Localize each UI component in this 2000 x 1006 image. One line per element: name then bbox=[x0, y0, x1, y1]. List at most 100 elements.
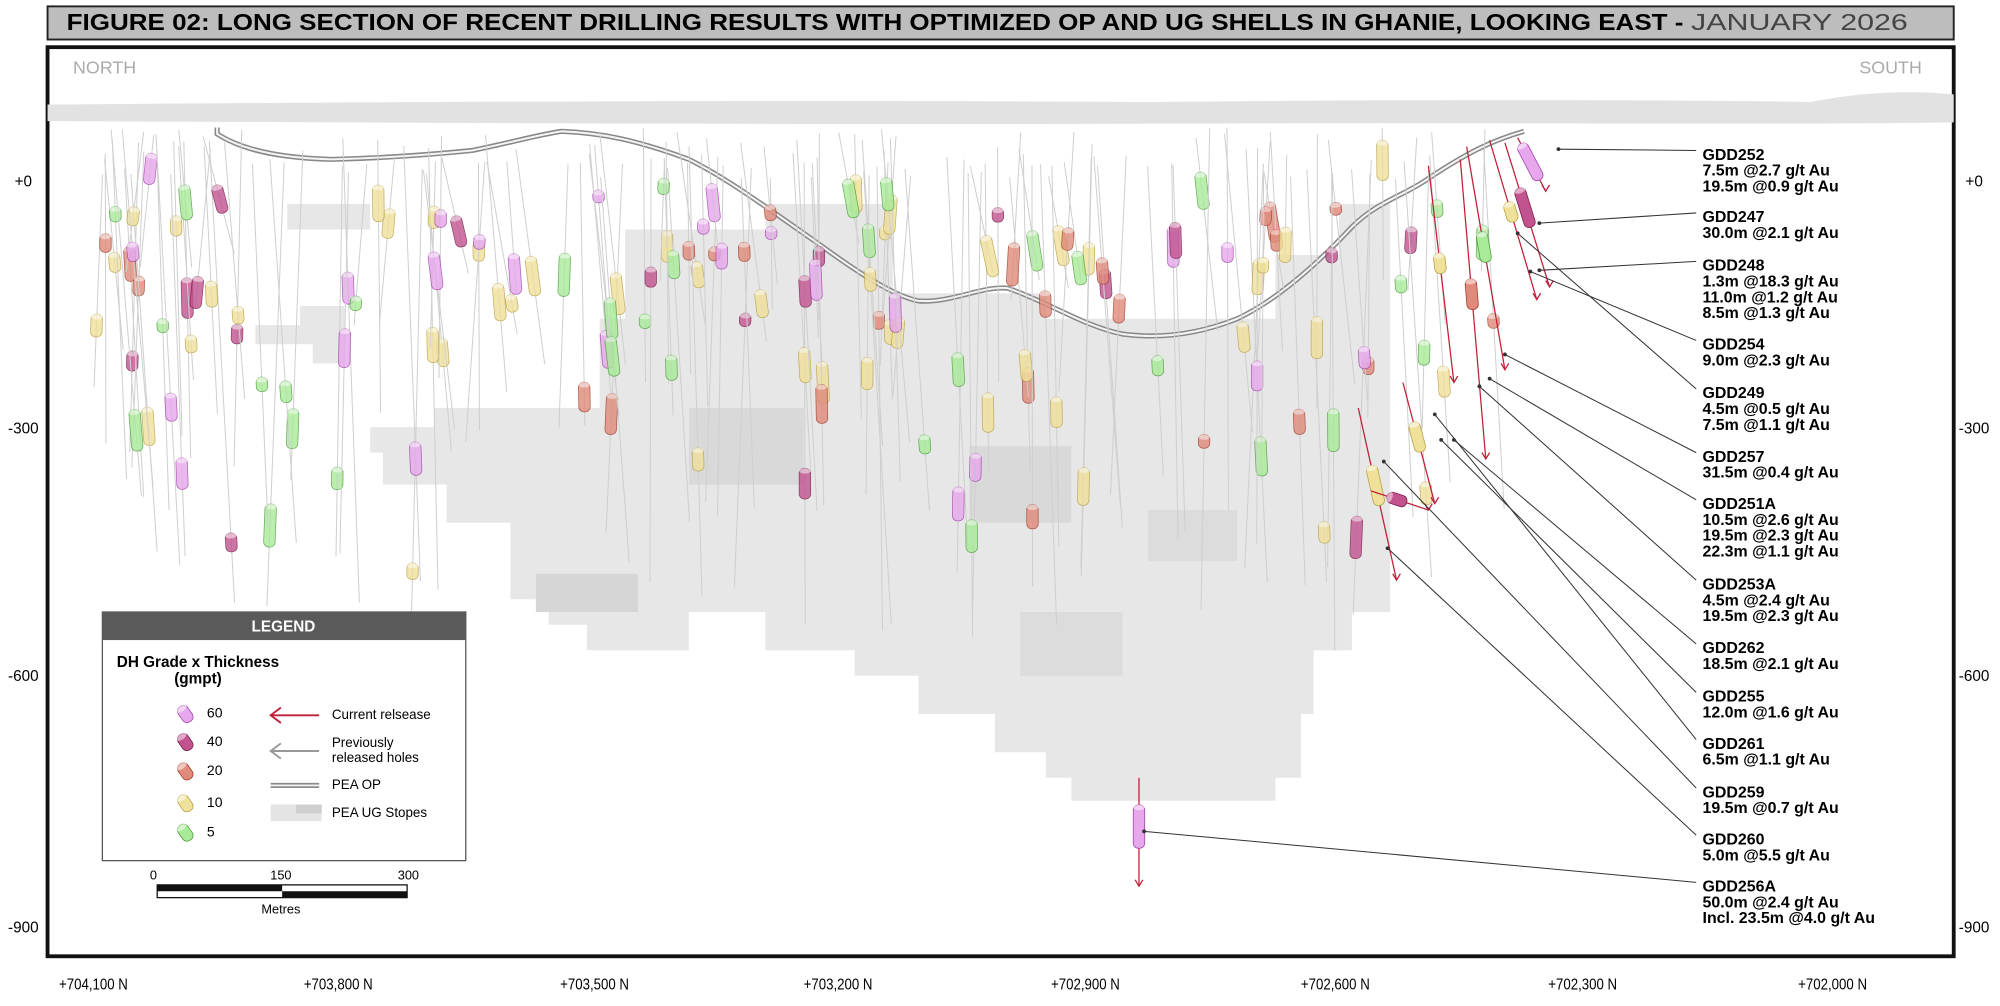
callout-leader bbox=[1539, 212, 1697, 224]
intercept-body bbox=[1250, 360, 1264, 392]
drill-intercept bbox=[279, 380, 293, 404]
callout-leader bbox=[1489, 378, 1697, 501]
intercept-body bbox=[578, 381, 591, 413]
previous-drill-hole bbox=[733, 168, 752, 588]
intercept-body bbox=[1259, 206, 1273, 226]
callout-intercept: 50.0m @2.4 g/t Au bbox=[1703, 894, 1839, 911]
previous-drill-hole bbox=[686, 163, 692, 374]
previous-drill-hole bbox=[121, 129, 154, 488]
drill-intercept bbox=[1386, 491, 1408, 508]
callout-hole: GDD262 bbox=[1703, 640, 1765, 657]
previous-drill-hole bbox=[892, 175, 912, 396]
drill-intercept bbox=[1052, 225, 1070, 267]
callout-intercept: 31.5m @0.4 g/t Au bbox=[1703, 465, 1839, 482]
intercept-cap bbox=[1430, 199, 1443, 206]
intercept-cap bbox=[1503, 201, 1515, 208]
intercept-body bbox=[644, 266, 657, 288]
drill-intercept bbox=[863, 267, 877, 292]
intercept-cap bbox=[164, 392, 177, 399]
previous-drill-hole bbox=[422, 170, 456, 430]
intercept-body bbox=[657, 177, 670, 195]
previous-drill-hole bbox=[997, 147, 1000, 383]
previous-drill-hole bbox=[1147, 165, 1164, 476]
topography bbox=[47, 92, 1954, 125]
drill-intercept bbox=[331, 466, 344, 491]
drill-intercept bbox=[1050, 396, 1063, 428]
previous-drill-hole bbox=[233, 129, 243, 467]
intercept-body bbox=[1061, 227, 1075, 251]
drill-intercept bbox=[765, 226, 778, 240]
intercept-cap bbox=[128, 206, 140, 213]
elevation-label: -900 bbox=[8, 919, 39, 936]
northing-label: +702,000 N bbox=[1798, 977, 1867, 994]
drill-intercept bbox=[1151, 355, 1165, 377]
drill-intercept bbox=[434, 209, 447, 228]
title-text: FIGURE 02: LONG SECTION OF RECENT DRILLI… bbox=[67, 9, 1684, 35]
intercept-body bbox=[1112, 293, 1126, 324]
stope-symbol-dark bbox=[296, 804, 322, 814]
previous-drill-hole bbox=[224, 142, 246, 400]
intercept-body bbox=[189, 276, 204, 309]
drill-intercept bbox=[349, 295, 363, 312]
callout-leader bbox=[1517, 232, 1697, 390]
intercept-cap bbox=[178, 184, 190, 191]
drill-intercept bbox=[604, 393, 619, 435]
previous-drill-hole bbox=[155, 134, 181, 566]
drill-intercept bbox=[176, 704, 194, 723]
intercept-cap bbox=[428, 205, 440, 212]
drill-intercept bbox=[175, 457, 189, 490]
intercept-body bbox=[738, 312, 752, 328]
legend-unit: (gmpt) bbox=[174, 671, 222, 688]
intercept-cap bbox=[176, 732, 187, 741]
intercept-cap bbox=[450, 215, 462, 222]
intercept-cap bbox=[176, 704, 187, 713]
drill-intercept bbox=[1279, 226, 1292, 263]
intercept-body bbox=[715, 242, 728, 270]
intercept-cap bbox=[1394, 275, 1407, 281]
intercept-cap bbox=[1325, 247, 1338, 254]
drill-intercept bbox=[657, 177, 670, 195]
drill-intercept bbox=[1169, 222, 1183, 259]
intercept-cap bbox=[175, 457, 188, 464]
intercept-cap bbox=[861, 357, 874, 363]
previous-drill-hole bbox=[1093, 156, 1121, 507]
intercept-body bbox=[492, 282, 507, 322]
intercept-cap bbox=[1514, 187, 1526, 194]
intercept-cap bbox=[739, 312, 752, 319]
ug-stopes bbox=[255, 204, 1391, 801]
intercept-cap bbox=[849, 174, 862, 181]
intercept-body bbox=[861, 356, 874, 390]
drill-intercept bbox=[507, 253, 523, 295]
drill-intercept bbox=[255, 376, 269, 393]
drill-intercept bbox=[231, 305, 245, 325]
intercept-cap bbox=[1464, 278, 1477, 285]
south-label: SOUTH bbox=[1859, 58, 1921, 78]
intercept-body bbox=[263, 503, 277, 548]
drill-intercept bbox=[1376, 139, 1389, 181]
current-hole-head bbox=[1500, 363, 1510, 371]
previous-drill-hole bbox=[252, 164, 269, 528]
callout-hole: GDD248 bbox=[1703, 258, 1765, 275]
drill-intercept bbox=[492, 282, 507, 322]
drill-intercept bbox=[176, 762, 194, 781]
callout-intercept: 10.5m @2.6 g/t Au bbox=[1703, 512, 1839, 529]
intercept-cap bbox=[1039, 290, 1051, 297]
elevation-label: +0 bbox=[15, 173, 32, 190]
drill-intercept bbox=[164, 392, 178, 422]
intercept-body bbox=[1169, 222, 1183, 259]
intercept-body bbox=[473, 234, 486, 250]
legend-symbol-label: PEA UG Stopes bbox=[332, 805, 427, 820]
previous-drill-hole bbox=[705, 156, 719, 502]
intercept-cap bbox=[1437, 365, 1449, 372]
intercept-cap bbox=[862, 223, 874, 230]
callout-intercept: 6.5m @1.1 g/t Au bbox=[1703, 752, 1830, 769]
intercept-cap bbox=[980, 235, 992, 242]
stope-shell bbox=[287, 204, 371, 230]
callout-hole: GDD256A bbox=[1703, 879, 1777, 896]
intercept-cap bbox=[383, 208, 396, 215]
elevation-label: -600 bbox=[8, 668, 39, 685]
callout-leader bbox=[1387, 547, 1697, 836]
intercept-cap bbox=[1236, 321, 1249, 328]
previous-drill-hole bbox=[1096, 165, 1123, 529]
intercept-body bbox=[764, 204, 777, 222]
